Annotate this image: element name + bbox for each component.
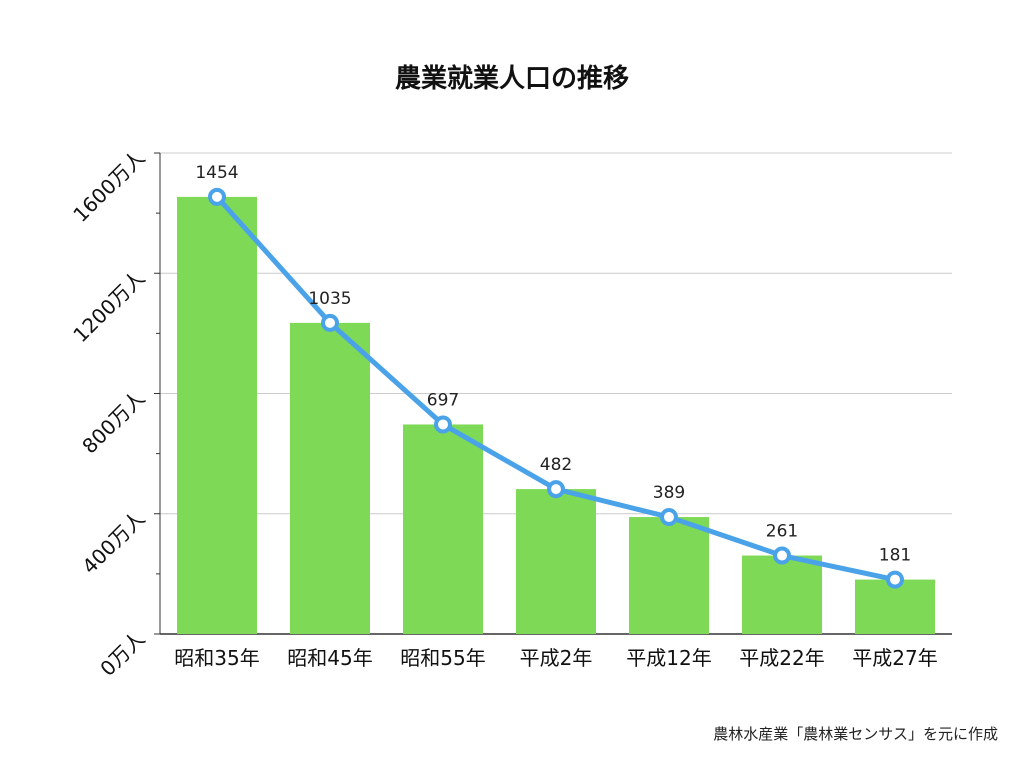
data-point [321,313,339,332]
x-tick-label: 昭和45年 [287,646,372,670]
y-tick-label: 800万人 [77,386,149,458]
bar [742,555,822,634]
data-label: 697 [427,390,459,410]
x-tick-label: 昭和55年 [400,646,485,670]
x-tick-label: 平成12年 [626,646,711,670]
x-tick-label: 平成22年 [739,646,824,670]
data-point [773,546,791,565]
data-label: 181 [879,546,911,566]
data-point [660,508,678,527]
data-point [208,187,226,206]
data-label: 261 [766,522,798,542]
data-label: 389 [653,483,685,503]
data-point [434,415,452,434]
data-point [886,570,904,589]
chart-title: 農業就業人口の推移 [394,64,629,94]
x-tick-label: 平成27年 [852,646,937,670]
bar [629,517,709,634]
data-label: 1454 [195,163,238,183]
bar [855,579,935,634]
data-point [547,480,565,499]
y-tick-label: 1200万人 [68,266,149,347]
x-tick-label: 昭和35年 [174,646,259,670]
y-tick-label: 0万人 [95,627,149,681]
bar [290,322,370,634]
data-label: 1035 [308,289,351,309]
bar [403,424,483,634]
y-tick-label: 400万人 [77,506,149,578]
x-tick-label: 平成2年 [520,646,593,670]
y-tick-label: 1600万人 [68,146,149,227]
bar [516,489,596,634]
data-label: 482 [540,455,572,475]
bar [177,196,257,635]
source-note: 農林水産業「農林業センサス」を元に作成 [713,725,998,743]
